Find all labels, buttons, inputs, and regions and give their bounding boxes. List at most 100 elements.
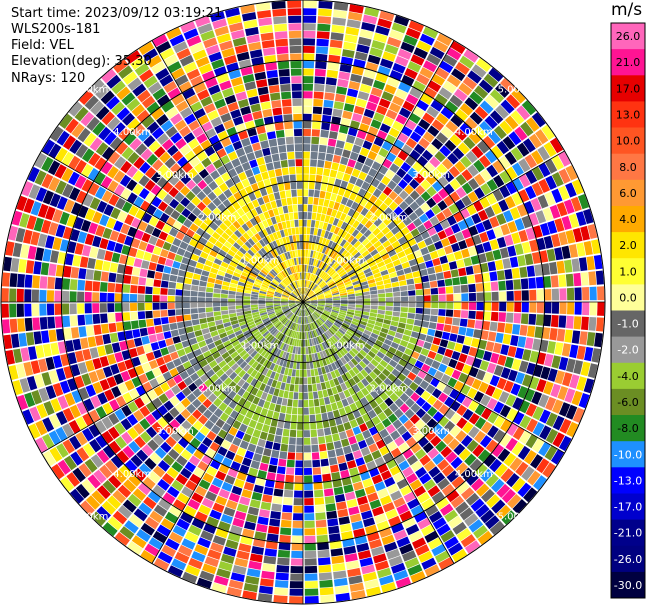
ppi-gate xyxy=(321,254,327,262)
ppi-gate xyxy=(152,302,160,310)
ppi-gate xyxy=(198,286,206,292)
ppi-gate xyxy=(92,303,100,313)
ppi-gate xyxy=(421,320,430,328)
ppi-gate xyxy=(167,251,176,260)
ppi-gate xyxy=(284,129,294,137)
ppi-gate xyxy=(415,307,423,314)
ppi-gate xyxy=(484,206,495,218)
ppi-gate xyxy=(321,114,332,123)
ppi-gate xyxy=(221,439,231,450)
ppi-gate xyxy=(419,67,434,79)
ppi-gate xyxy=(300,317,303,324)
ppi-gate xyxy=(338,313,346,318)
ppi-gate xyxy=(314,353,319,361)
ppi-gate xyxy=(183,290,191,297)
ppi-gate xyxy=(513,313,522,324)
ppi-gate xyxy=(345,95,357,105)
ppi-gate xyxy=(565,182,577,198)
ppi-gate xyxy=(348,506,360,516)
ppi-gate xyxy=(323,323,330,330)
ppi-gate xyxy=(361,564,376,575)
ppi-gate xyxy=(346,285,354,290)
ppi-gate xyxy=(545,412,558,427)
ppi-gate xyxy=(308,182,315,190)
ppi-gate xyxy=(348,435,357,445)
ppi-gate xyxy=(320,271,327,279)
ppi-gate xyxy=(388,127,400,138)
ppi-gate xyxy=(242,372,250,381)
ppi-gate xyxy=(168,316,177,324)
ppi-gate xyxy=(156,332,165,341)
ring-label: 4.00km xyxy=(455,469,493,480)
ppi-gate xyxy=(336,330,344,337)
ppi-gate xyxy=(524,337,534,350)
ppi-gate xyxy=(232,565,247,575)
ppi-gate xyxy=(331,209,338,218)
ppi-gate xyxy=(352,280,360,286)
ppi-gate xyxy=(405,324,414,331)
ppi-gate xyxy=(335,265,342,272)
ppi-gate xyxy=(450,269,459,278)
ppi-gate xyxy=(474,320,483,330)
ppi-gate xyxy=(199,425,210,436)
ppi-gate xyxy=(413,345,423,354)
ppi-gate xyxy=(450,495,465,509)
ppi-gate xyxy=(332,17,346,26)
ppi-gate xyxy=(511,477,526,493)
ppi-gate xyxy=(448,203,459,215)
ppi-gate xyxy=(100,271,109,282)
ppi-gate xyxy=(296,445,303,453)
ppi-gate xyxy=(336,219,344,228)
ppi-gate xyxy=(480,262,489,273)
ppi-gate xyxy=(426,197,437,208)
ppi-gate xyxy=(325,331,332,338)
ppi-gate xyxy=(303,377,308,385)
ppi-gate xyxy=(303,45,315,54)
ppi-gate xyxy=(97,345,107,357)
ppi-gate xyxy=(296,339,300,347)
ppi-gate xyxy=(367,150,378,161)
ppi-gate xyxy=(287,337,292,345)
ppi-gate xyxy=(311,314,316,321)
ppi-gate xyxy=(439,255,448,264)
ppi-gate xyxy=(151,421,163,433)
ppi-gate xyxy=(391,174,402,185)
ppi-gate xyxy=(422,282,430,289)
ppi-gate xyxy=(160,441,172,453)
ppi-gate xyxy=(357,154,367,164)
ppi-gate xyxy=(437,230,447,240)
ppi-gate xyxy=(496,483,511,498)
ppi-gate xyxy=(287,151,295,160)
ppi-gate xyxy=(514,126,528,141)
ppi-gate xyxy=(417,517,432,530)
ppi-gate xyxy=(303,280,306,287)
ppi-gate xyxy=(406,222,416,232)
ppi-gate xyxy=(136,529,151,543)
ppi-gate xyxy=(441,464,455,477)
ppi-gate xyxy=(50,342,60,356)
ppi-gate xyxy=(322,473,332,482)
ppi-gate xyxy=(154,447,167,459)
ppi-gate xyxy=(367,278,376,284)
ppi-gate xyxy=(274,31,288,40)
ppi-gate xyxy=(266,472,276,481)
ppi-gate xyxy=(339,271,347,278)
ppi-gate xyxy=(391,368,401,378)
ppi-gate xyxy=(182,571,198,584)
ppi-gate xyxy=(378,372,387,382)
ppi-gate xyxy=(381,226,391,235)
ppi-gate xyxy=(441,356,451,366)
ppi-gate xyxy=(238,543,252,553)
ppi-gate xyxy=(307,290,313,297)
ppi-gate xyxy=(365,210,374,220)
ppi-gate xyxy=(254,149,263,159)
ppi-gate xyxy=(544,158,558,174)
ppi-gate xyxy=(148,262,157,271)
ppi-gate xyxy=(500,367,511,379)
ppi-gate xyxy=(252,396,260,405)
ppi-gate xyxy=(384,476,396,488)
ppi-gate xyxy=(400,162,412,173)
ppi-gate xyxy=(294,144,303,152)
ppi-gate xyxy=(557,386,569,401)
ppi-gate xyxy=(529,350,539,363)
